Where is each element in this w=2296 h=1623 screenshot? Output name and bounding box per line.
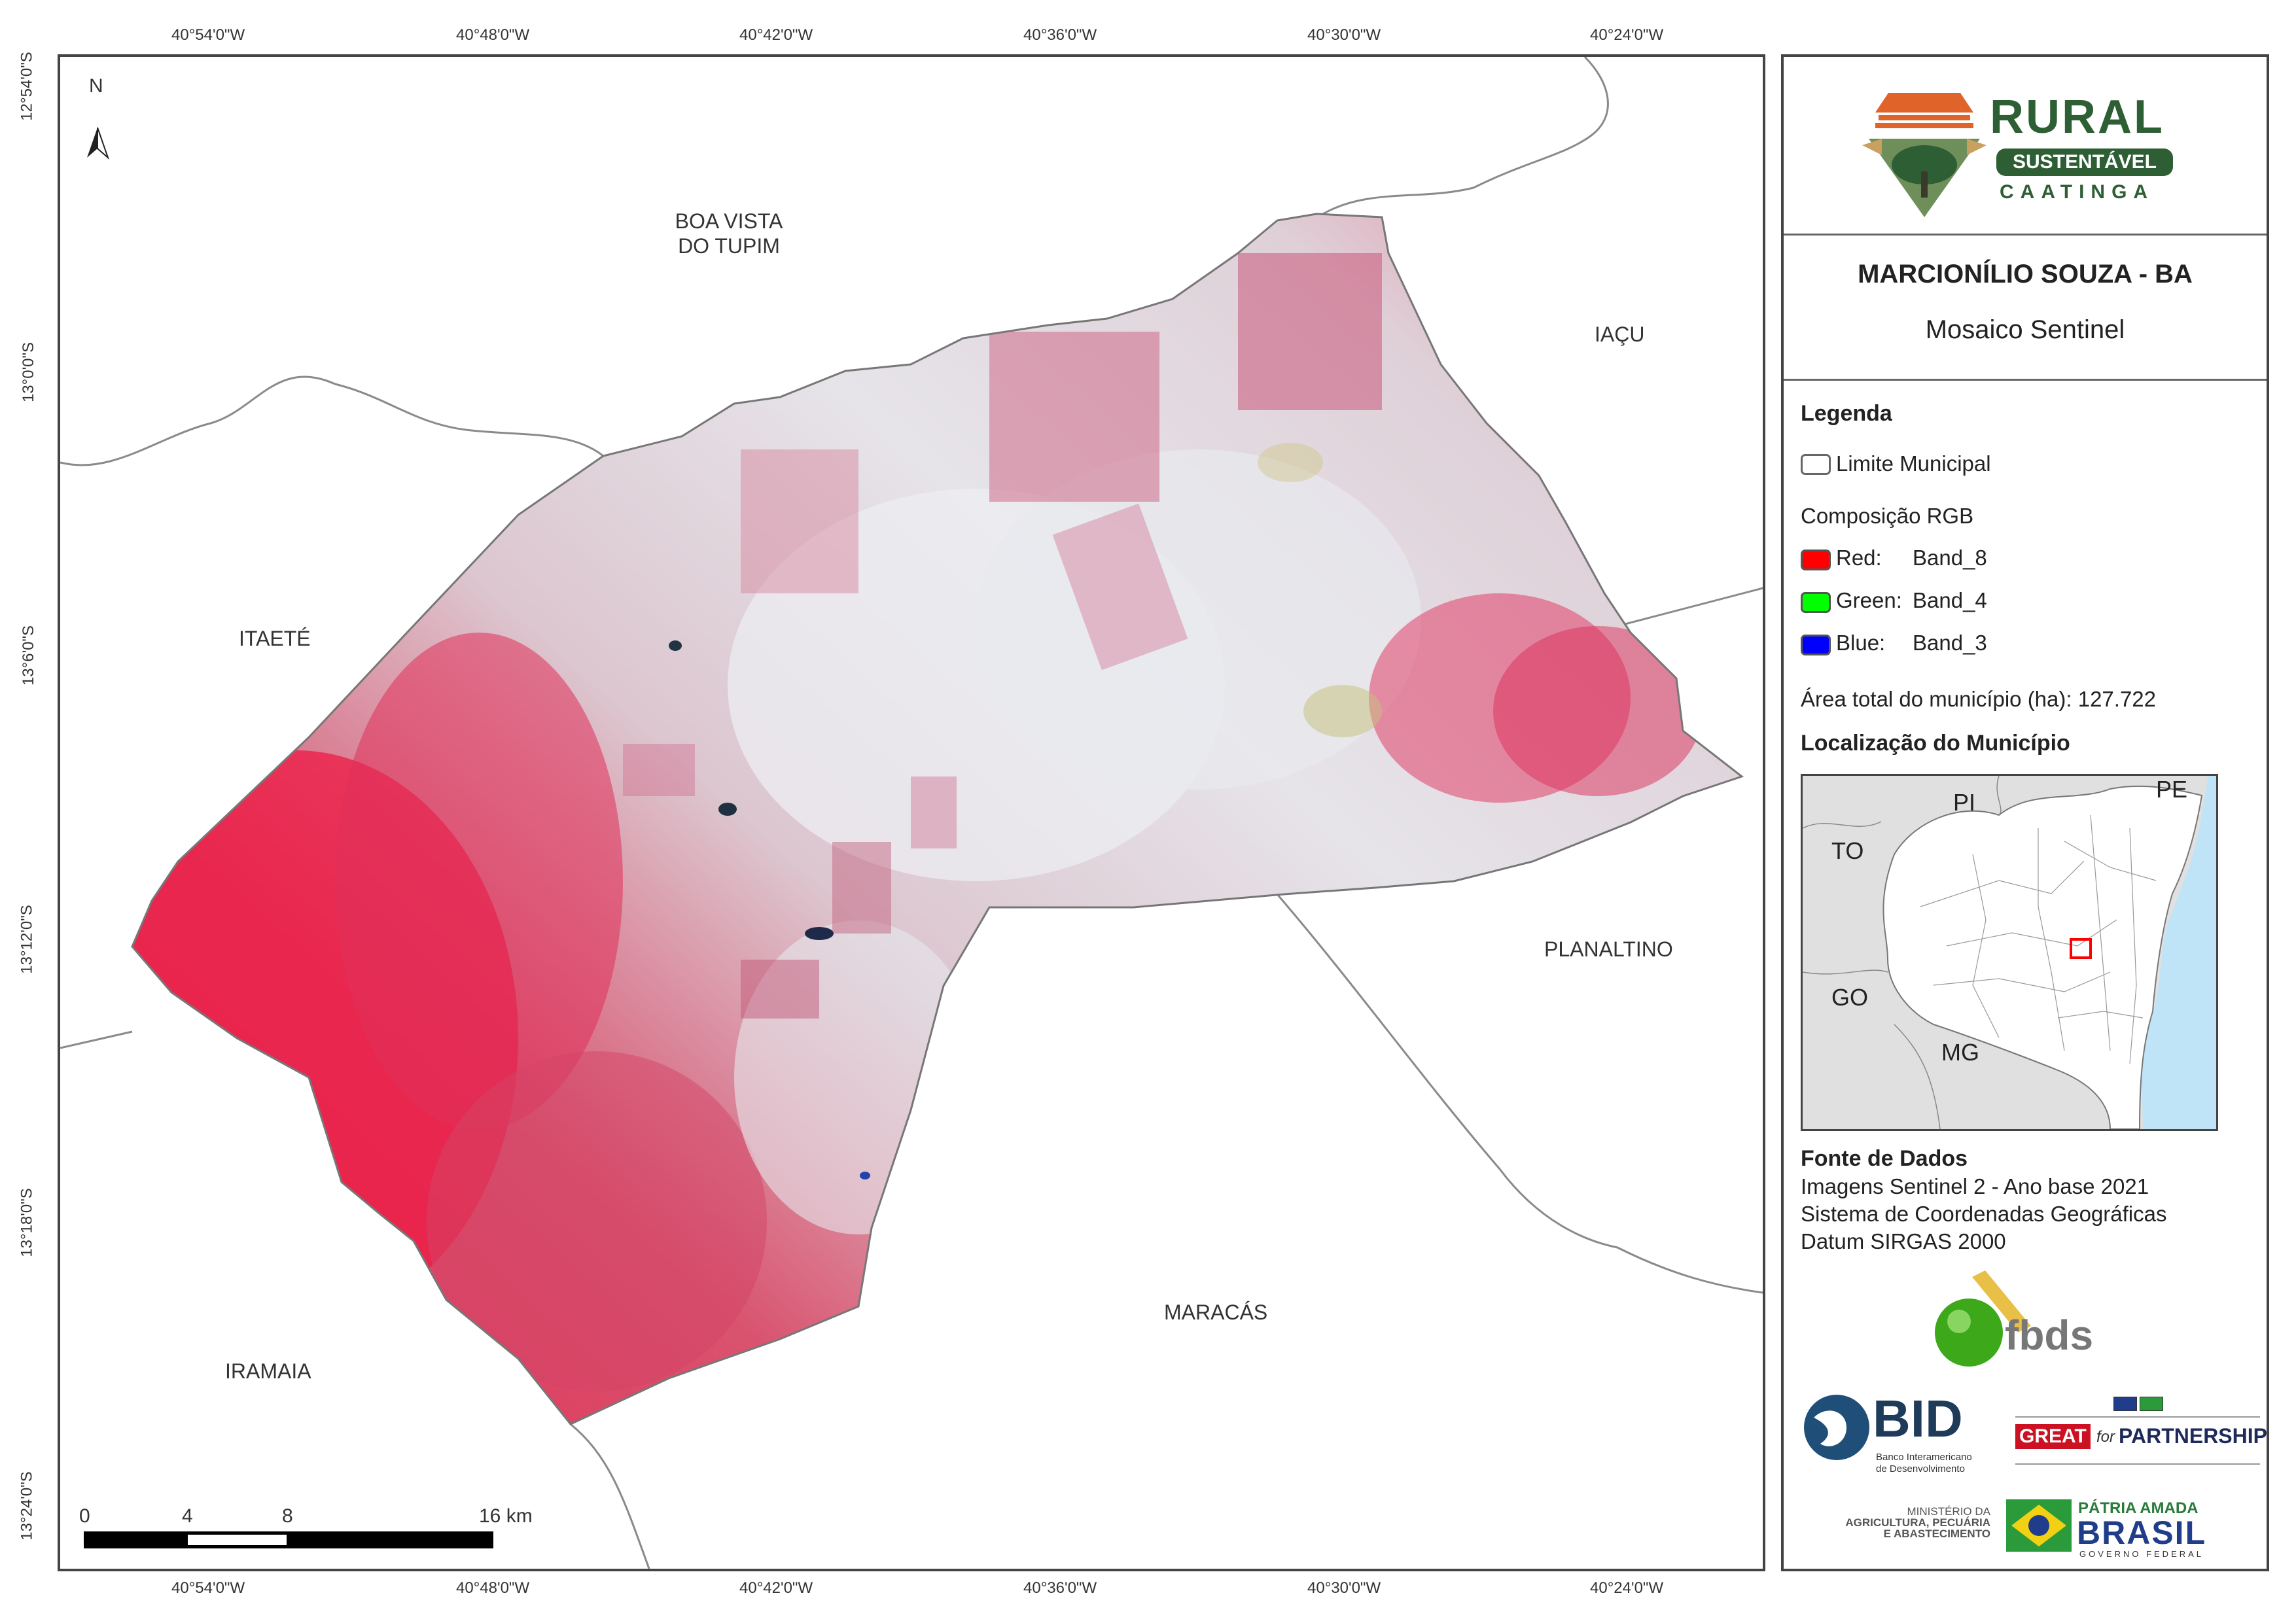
great-for: for [2096, 1428, 2115, 1446]
label-planaltino: PLANALTINO [1544, 937, 1673, 961]
scale-label-16km: 16 km [479, 1505, 533, 1527]
rural-sustentavel-logo: RURAL SUSTENTÁVEL CAATINGA [1862, 91, 2202, 250]
fbds-text: fbds [2005, 1312, 2094, 1359]
side-panel: RURAL SUSTENTÁVEL CAATINGA MARCIONÍLIO S… [1781, 54, 2269, 1571]
coord-bottom-6: 40°24'0"W [1590, 1579, 1664, 1597]
inset-label-go: GO [1831, 984, 1869, 1011]
location-heading: Localização do Município [1801, 731, 2070, 756]
coord-left-1: 12°54'0"S [18, 52, 36, 121]
bid-subtitle-1: Banco Interamericano [1876, 1452, 1972, 1463]
inset-label-pi: PI [1953, 789, 1976, 816]
legend-red-label: Red: [1836, 546, 1882, 570]
coord-top-6: 40°24'0"W [1590, 26, 1664, 44]
fbds-logo: fbds [1933, 1270, 2103, 1369]
coord-bottom-2: 40°48'0"W [456, 1579, 530, 1597]
scale-label-4: 4 [182, 1505, 193, 1527]
patria-amada: PÁTRIA AMADA [2078, 1499, 2199, 1517]
neighbor-boundaries [60, 57, 1763, 1569]
coord-bottom-4: 40°36'0"W [1023, 1579, 1097, 1597]
coord-top-5: 40°30'0"W [1307, 26, 1381, 44]
logo-rural: RURAL [1990, 91, 2164, 143]
coord-top-2: 40°48'0"W [456, 26, 530, 44]
sources-line-1: Imagens Sentinel 2 - Ano base 2021 [1801, 1174, 2149, 1198]
blue-band-swatch [1801, 635, 1831, 655]
legend-red-band: Band_8 [1913, 546, 1987, 570]
map-frame: N BOA VISTA DO TUPIM IAÇU ITAETÉ PLANALT… [58, 54, 1765, 1571]
map-canvas [60, 57, 1763, 1569]
ministry-line-2: AGRICULTURA, PECUÁRIA [1845, 1516, 1990, 1529]
great-rule-top [2015, 1416, 2260, 1418]
coord-bottom-3: 40°42'0"W [739, 1579, 813, 1597]
label-boa-vista-do-tupim: BOA VISTA DO TUPIM [675, 209, 783, 258]
fbds-emblem-icon [1935, 1270, 2031, 1367]
caatinga-emblem-icon [1862, 93, 1987, 217]
coord-top-3: 40°42'0"W [739, 26, 813, 44]
brasil-text: BRASIL [2077, 1514, 2207, 1551]
legend-green-label: Green: [1836, 588, 1902, 612]
coord-left-6: 13°24'0"S [18, 1471, 36, 1541]
scale-label-8: 8 [282, 1505, 293, 1527]
panel-divider-1 [1784, 234, 2267, 236]
flags [2113, 1397, 2166, 1411]
legend-blue-label: Blue: [1836, 631, 1886, 655]
scale-label-0: 0 [79, 1505, 90, 1527]
great-partnership-logo: GREAT for PARTNERSHIP [2015, 1397, 2267, 1469]
inset-label-mg: MG [1941, 1039, 1979, 1066]
governo-federal: GOVERNO FEDERAL [2079, 1549, 2204, 1559]
ministry-logo: MINISTÉRIO DA AGRICULTURA, PECUÁRIA E AB… [1810, 1506, 1990, 1552]
coord-bottom-1: 40°54'0"W [171, 1579, 245, 1597]
scale-bar [84, 1531, 493, 1548]
inset-label-pe: PE [2156, 776, 2188, 803]
legend-heading: Legenda [1801, 401, 1892, 426]
legend-area: Área total do município (ha): 127.722 [1801, 687, 2157, 711]
municipality-mosaic [132, 214, 1742, 1424]
label-iramaia: IRAMAIA [225, 1359, 311, 1383]
legend-green-band: Band_4 [1913, 588, 1987, 612]
brasil-gov-logo: PÁTRIA AMADA BRASIL GOVERNO FEDERAL [2006, 1499, 2216, 1559]
municipal-limit [131, 213, 1744, 1425]
location-inset-svg [1803, 776, 2216, 1129]
great-partnership: PARTNERSHIP [2119, 1424, 2267, 1448]
logo-sustentavel: SUSTENTÁVEL [1996, 148, 2173, 176]
label-iacu: IAÇU [1595, 323, 1645, 346]
great-rule-bottom [2015, 1463, 2260, 1465]
great-badge: GREAT [2015, 1424, 2091, 1449]
brazil-flag-icon [2140, 1397, 2163, 1411]
north-label: N [89, 75, 103, 97]
location-inset-map: PI PE TO GO MG [1801, 774, 2218, 1131]
label-itaete: ITAETÉ [239, 627, 311, 650]
municipality-locator [2070, 938, 2092, 959]
north-arrow-icon [87, 127, 110, 160]
limit-swatch [1801, 454, 1831, 475]
label-maracas: MARACÁS [1164, 1300, 1268, 1324]
coord-top-1: 40°54'0"W [171, 26, 245, 44]
coord-left-5: 13°18'0"S [18, 1188, 36, 1257]
bid-emblem-icon [1804, 1395, 1869, 1460]
sources-heading: Fonte de Dados [1801, 1146, 1968, 1171]
map-subtitle: Mosaico Sentinel [1925, 315, 2125, 344]
bid-text: BID [1873, 1389, 1963, 1448]
sources-line-2: Sistema de Coordenadas Geográficas [1801, 1202, 2167, 1226]
brasil-gov-emblem-icon [2006, 1499, 2072, 1552]
red-band-swatch [1801, 550, 1831, 570]
legend-limit-label: Limite Municipal [1836, 451, 1991, 476]
panel-divider-2 [1784, 379, 2267, 381]
coord-left-3: 13°6'0"S [20, 625, 38, 686]
logo-caatinga: CAATINGA [2000, 181, 2155, 203]
legend-rgb-heading: Composição RGB [1801, 504, 1974, 528]
coord-top-4: 40°36'0"W [1023, 26, 1097, 44]
coord-left-4: 13°12'0"S [18, 905, 36, 974]
inset-label-to: TO [1831, 837, 1864, 864]
uk-flag-icon [2113, 1397, 2137, 1411]
coord-left-2: 13°0'0"S [20, 341, 38, 403]
sources-line-3: Datum SIRGAS 2000 [1801, 1229, 2006, 1253]
ministry-line-3: E ABASTECIMENTO [1883, 1527, 1990, 1540]
green-band-swatch [1801, 592, 1831, 613]
ministry-line-1: MINISTÉRIO DA [1907, 1505, 1990, 1518]
bid-subtitle-2: de Desenvolvimento [1876, 1463, 1965, 1475]
bid-logo: BID Banco Interamericano de Desenvolvime… [1801, 1389, 1997, 1490]
coord-bottom-5: 40°30'0"W [1307, 1579, 1381, 1597]
legend-blue-band: Band_3 [1913, 631, 1987, 655]
map-title: MARCIONÍLIO SOUZA - BA [1858, 260, 2193, 288]
